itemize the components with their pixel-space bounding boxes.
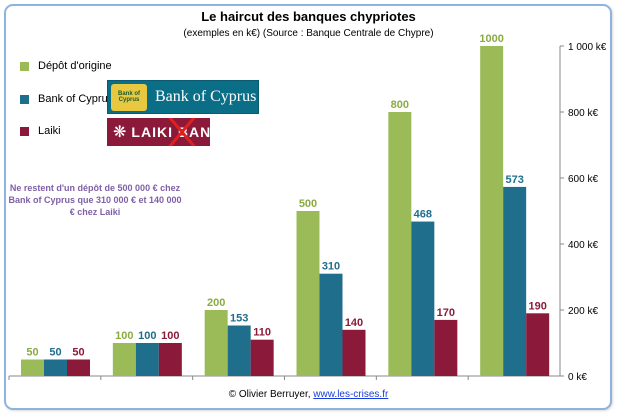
legend-swatch-laiki <box>20 126 29 136</box>
bar-boc <box>44 359 67 376</box>
data-label-boc: 100 <box>138 330 156 342</box>
boc-emblem-text: Bank of Cyprus <box>117 91 140 103</box>
legend-swatch-boc <box>20 94 29 104</box>
data-label-boc: 310 <box>322 261 340 273</box>
data-label-boc: 573 <box>505 174 523 186</box>
data-label-laiki: 100 <box>161 330 179 342</box>
data-label-depot: 200 <box>207 297 225 309</box>
boc-emblem-icon: Bank of Cyprus <box>111 83 147 111</box>
data-label-depot: 500 <box>299 198 317 210</box>
data-label-boc: 50 <box>49 347 61 359</box>
legend-item-boc: Bank of Cyprus <box>20 93 113 105</box>
legend-item-laiki: Laiki <box>20 125 61 137</box>
bar-depot <box>388 112 412 376</box>
y-tick-label: 600 k€ <box>568 174 598 185</box>
laiki-star-icon: ❋ <box>113 124 127 141</box>
data-label-depot: 1000 <box>479 33 503 45</box>
bar-boc <box>135 343 159 376</box>
data-label-laiki: 190 <box>528 300 546 312</box>
data-label-laiki: 140 <box>345 317 363 329</box>
bar-boc <box>503 186 527 376</box>
bar-boc <box>411 221 435 376</box>
boc-logo-text: Bank of Cyprus <box>155 88 257 105</box>
data-label-boc: 468 <box>414 209 432 221</box>
data-label-boc: 153 <box>230 313 248 325</box>
data-label-depot: 800 <box>391 99 409 111</box>
bar-laiki <box>250 339 274 376</box>
legend-item-depot: Dépôt d'origine <box>20 60 112 72</box>
data-label-depot: 100 <box>115 330 133 342</box>
credit-line: © Olivier Berruyer, www.les-crises.fr <box>0 389 617 400</box>
legend-label-depot: Dépôt d'origine <box>38 60 112 72</box>
laiki-bank-logo: ❋ LAIKI BANK <box>107 118 221 146</box>
bar-laiki <box>526 313 550 376</box>
bar-laiki <box>342 329 366 376</box>
bar-depot <box>480 46 504 376</box>
y-tick-label: 800 k€ <box>568 108 598 119</box>
bar-depot <box>21 359 44 376</box>
legend-label-boc: Bank of Cyprus <box>38 93 114 105</box>
data-label-laiki: 170 <box>437 307 455 319</box>
chart-title: Le haircut des banques chypriotes <box>201 9 416 24</box>
bar-boc <box>319 273 343 376</box>
y-tick-label: 1 000 k€ <box>568 42 607 53</box>
bar-laiki <box>158 343 182 376</box>
bar-depot <box>112 343 136 376</box>
bank-of-cyprus-logo: Bank of Cyprus Bank of Cyprus <box>107 80 259 114</box>
data-label-depot: 50 <box>26 347 38 359</box>
bar-laiki <box>67 359 90 376</box>
legend-swatch-depot <box>20 61 29 71</box>
laiki-logo-text: LAIKI BANK <box>131 124 223 140</box>
annotation-note: Ne restent d'un dépôt de 500 000 € chez … <box>8 183 182 217</box>
credit-link[interactable]: www.les-crises.fr <box>313 389 389 400</box>
y-tick-label: 400 k€ <box>568 240 598 251</box>
y-tick-label: 200 k€ <box>568 306 598 317</box>
bar-depot <box>204 310 228 376</box>
red-cross-icon <box>168 118 196 146</box>
bar-boc <box>227 325 251 376</box>
data-label-laiki: 110 <box>253 327 271 339</box>
bar-depot <box>296 211 320 376</box>
bar-laiki <box>434 319 458 376</box>
legend-label-laiki: Laiki <box>38 125 61 137</box>
credit-prefix: © Olivier Berruyer, <box>228 389 314 400</box>
y-tick-label: 0 k€ <box>568 372 587 383</box>
chart-subtitle: (exemples en k€) (Source : Banque Centra… <box>183 28 434 39</box>
data-label-laiki: 50 <box>72 347 84 359</box>
